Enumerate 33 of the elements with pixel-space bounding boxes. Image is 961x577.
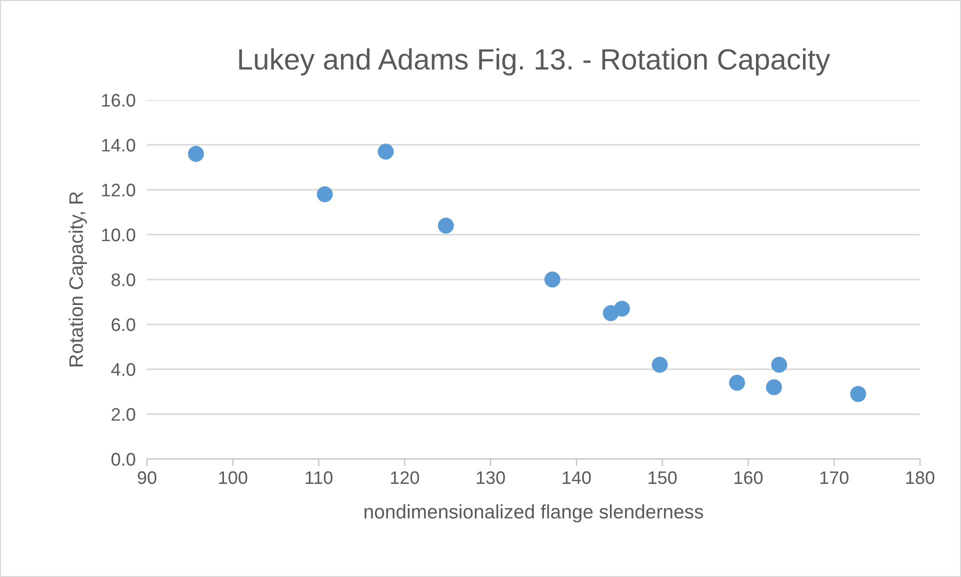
point <box>316 186 333 202</box>
x-tick-label: 160 <box>734 471 763 484</box>
point <box>188 146 204 162</box>
y-tick-label: 0.0 <box>111 452 136 466</box>
point <box>438 218 454 234</box>
point <box>652 356 668 373</box>
point <box>766 379 782 396</box>
y-tick-label: 8.0 <box>112 273 136 286</box>
x-tick-label: 170 <box>820 471 848 484</box>
point <box>378 144 394 160</box>
x-tick-label: 100 <box>219 471 248 484</box>
y-tick-label: 12.0 <box>102 184 136 196</box>
y-tick-label: 6.0 <box>112 318 136 332</box>
x-axis-title: nondimensionalized flange slenderness <box>364 504 704 522</box>
y-tick-label: 2.0 <box>112 408 136 421</box>
x-tick-label: 120 <box>390 471 420 484</box>
point <box>771 356 788 373</box>
y-tick-label: 14.0 <box>102 138 136 152</box>
x-tick-label: 110 <box>306 471 332 484</box>
chart-title: Lukey and Adams Fig. 13. - Rotation Capacity <box>239 48 830 76</box>
point <box>544 272 560 288</box>
x-tick-label: 90 <box>138 471 156 484</box>
x-tick-label: 150 <box>648 471 677 484</box>
y-tick-label: 4.0 <box>111 363 136 376</box>
y-axis-title: Rotation Capacity, R <box>68 192 87 366</box>
x-tick-label: 140 <box>562 471 591 484</box>
point <box>614 300 630 317</box>
x-tick-label: 180 <box>906 471 934 484</box>
point <box>850 386 866 402</box>
y-tick-label: 10.0 <box>102 228 136 242</box>
y-tick-label: 16.0 <box>102 94 136 107</box>
point <box>729 374 746 391</box>
x-tick-label: 130 <box>476 471 505 484</box>
